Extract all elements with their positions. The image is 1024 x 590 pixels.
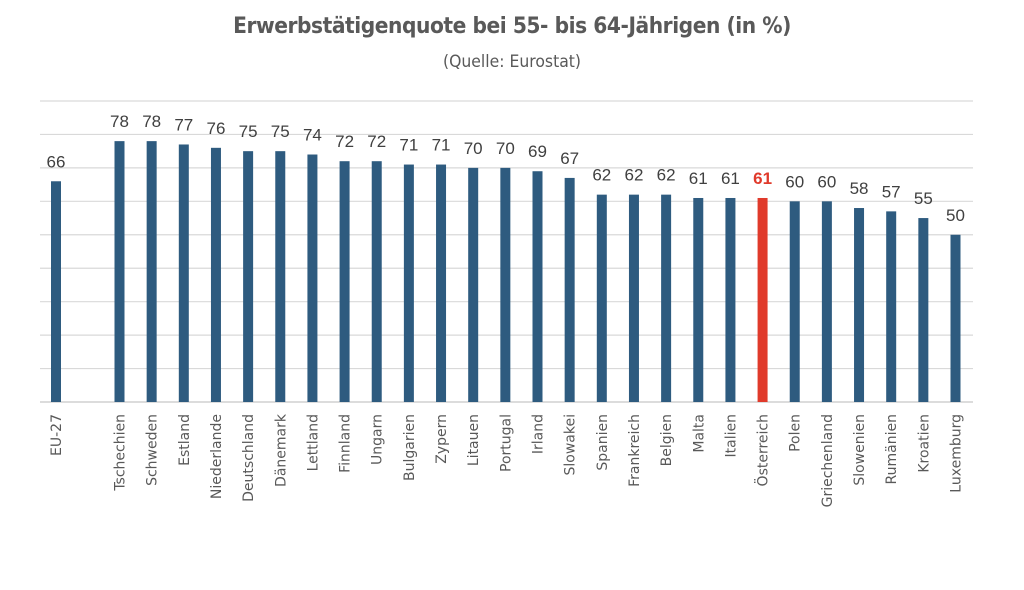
bar-dänemark <box>275 151 286 402</box>
bar-schweden <box>146 141 157 402</box>
bar-spanien <box>596 194 607 402</box>
value-label: 77 <box>174 115 193 134</box>
category-label: Frankreich <box>627 414 643 487</box>
category-label: Ungarn <box>370 414 386 465</box>
bar-italien <box>725 197 736 402</box>
category-label: Lettland <box>305 414 321 471</box>
value-label: 55 <box>914 189 933 208</box>
bar-kroatien <box>918 218 929 402</box>
category-label: Deutschland <box>241 414 257 502</box>
value-label: 72 <box>335 132 354 151</box>
value-label: 78 <box>110 112 129 131</box>
category-label: Belgien <box>659 414 675 466</box>
value-label: 71 <box>399 136 418 155</box>
category-label: Slowenien <box>852 414 868 486</box>
category-label: Zypern <box>434 414 450 464</box>
value-label: 66 <box>47 152 66 171</box>
bar-frankreich <box>628 194 639 402</box>
bar-ungarn <box>371 161 382 402</box>
bar-bulgarien <box>403 164 414 402</box>
category-label: Portugal <box>498 414 514 472</box>
bar-litauen <box>468 167 479 402</box>
category-label: Luxemburg <box>949 414 965 493</box>
value-labels: 66 78 78 77 76 75 75 74 72 72 71 71 70 70 69 67 62 62 62 61… <box>47 112 965 225</box>
value-label: 61 <box>753 169 772 188</box>
value-label: 60 <box>785 172 804 191</box>
bar-tschechien <box>114 141 125 402</box>
value-label: 75 <box>271 122 290 141</box>
bar-slowakei <box>564 177 575 402</box>
bar-deutschland <box>243 151 254 402</box>
value-label: 60 <box>817 172 836 191</box>
category-label: Estland <box>177 414 193 466</box>
chart-title: Erwerbstätigenquote bei 55- bis 64-Jähri… <box>233 14 791 39</box>
bar-griechenland <box>821 201 832 402</box>
bar-portugal <box>500 167 511 402</box>
bar-zypern <box>436 164 447 402</box>
category-label: Bulgarien <box>402 414 418 481</box>
value-label: 74 <box>303 126 322 145</box>
bar-österreich <box>757 197 768 402</box>
value-label: 61 <box>689 169 708 188</box>
value-label: 69 <box>528 142 547 161</box>
category-label: Finnland <box>338 414 354 473</box>
category-label: Griechenland <box>820 414 836 507</box>
chart-subtitle: (Quelle: Eurostat) <box>442 52 582 72</box>
value-label: 62 <box>657 166 676 185</box>
bar-lettland <box>307 154 318 402</box>
value-label: 70 <box>464 139 483 158</box>
category-label: Rumänien <box>884 414 900 484</box>
value-label: 61 <box>721 169 740 188</box>
value-label: 57 <box>882 182 901 201</box>
value-label: 75 <box>239 122 258 141</box>
bar-slowenien <box>854 208 865 402</box>
category-label: Polen <box>788 414 804 452</box>
value-label: 76 <box>207 119 226 138</box>
category-label: Litauen <box>466 414 482 466</box>
value-label: 67 <box>560 149 579 168</box>
bar-rumänien <box>886 211 897 402</box>
category-label: Irland <box>531 414 547 454</box>
category-labels: EU-27 Tschechien Schweden Estland Niederland… <box>49 413 965 507</box>
category-label: Niederlande <box>209 414 225 499</box>
value-label: 71 <box>432 136 451 155</box>
category-label: Italien <box>723 414 739 457</box>
bar-estland <box>178 144 189 402</box>
value-label: 78 <box>142 112 161 131</box>
value-label: 62 <box>592 166 611 185</box>
bar-eu-27 <box>51 181 61 402</box>
category-label: EU-27 <box>49 414 65 456</box>
bar-niederlande <box>210 147 221 402</box>
bar-finnland <box>339 161 350 402</box>
category-label: Malta <box>691 414 707 453</box>
category-label: Schweden <box>145 414 161 486</box>
value-label: 58 <box>850 179 869 198</box>
category-label: Kroatien <box>916 414 932 473</box>
bar-malta <box>693 197 704 402</box>
value-label: 70 <box>496 139 515 158</box>
category-label: Österreich <box>754 414 772 486</box>
bar-irland <box>532 171 543 402</box>
bars <box>51 141 961 402</box>
value-label: 50 <box>946 206 965 225</box>
value-label: 62 <box>625 166 644 185</box>
category-label: Tschechien <box>113 414 129 492</box>
value-label: 72 <box>367 132 386 151</box>
category-label: Spanien <box>595 414 611 471</box>
category-label: Slowakei <box>563 414 579 475</box>
bar-polen <box>789 201 800 402</box>
bar-luxemburg <box>950 234 961 402</box>
bar-belgien <box>661 194 672 402</box>
category-label: Dänemark <box>273 413 289 487</box>
